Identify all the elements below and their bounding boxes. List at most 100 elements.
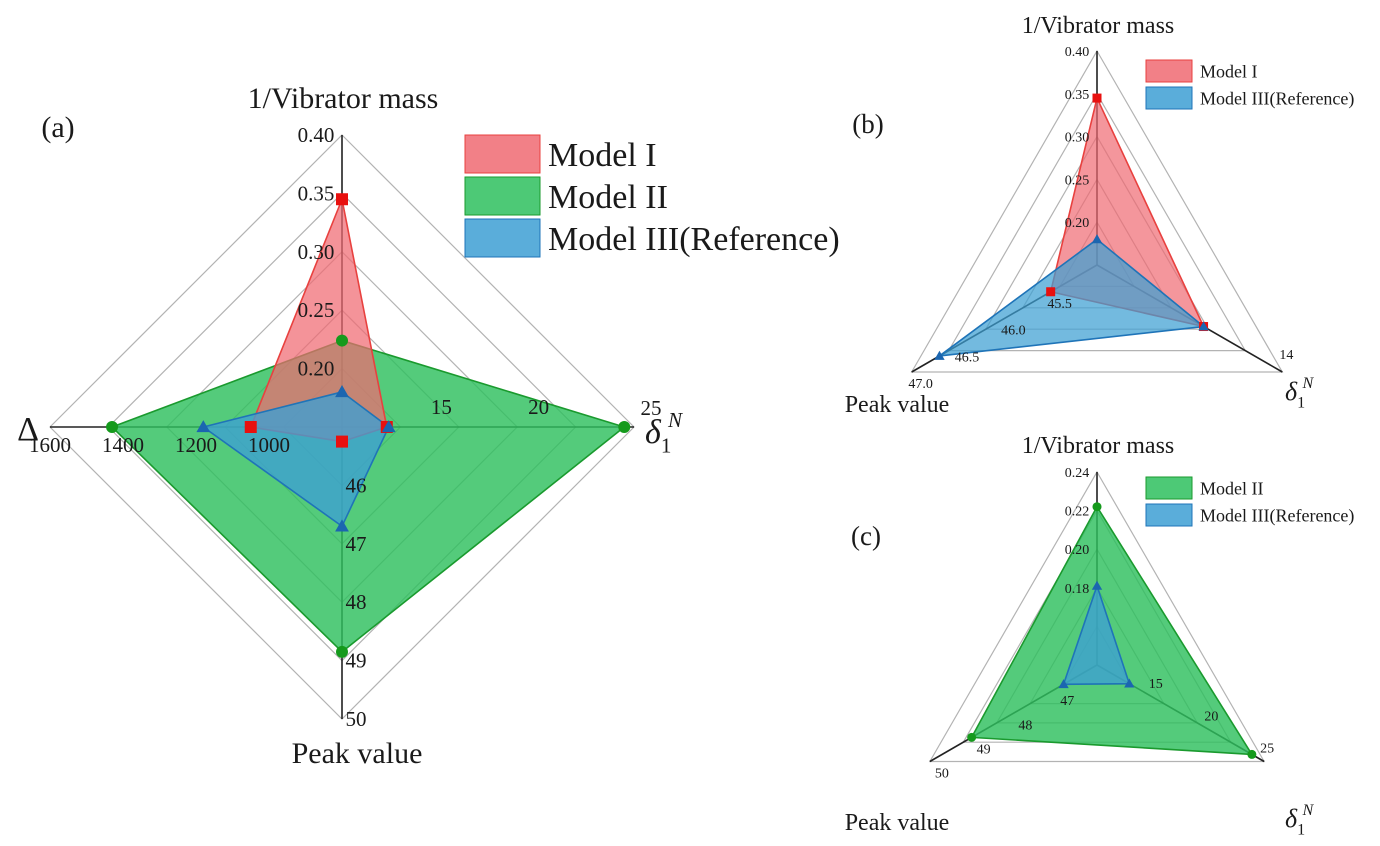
tick-label: 20 [1204,709,1218,724]
tick-label: 0.40 [1065,45,1090,60]
legend-swatch [1145,476,1193,500]
axis-label-delta1n: δ1 N [1285,375,1315,412]
tick-label: 0.40 [298,123,335,147]
tick-label: 0.30 [1065,131,1090,146]
axis-label-subscript: 1 [1297,821,1305,838]
tick-label: 0.20 [1065,543,1090,558]
panel-label: (a) [41,111,74,144]
tick-label: 25 [641,396,662,420]
data-point-model-iii-reference- [1124,678,1135,688]
tick-label: 49 [346,649,367,673]
tick-label: 1200 [175,433,217,457]
axis-label-subscript: 1 [1297,394,1305,411]
axis-label-peak: Peak value [845,810,950,836]
panel-label: (c) [851,521,881,551]
legend-swatch [464,134,541,174]
data-point-model-ii [618,421,631,433]
grid-ring [947,92,1247,352]
data-point-model-i [1046,287,1056,297]
legend-swatch [1145,86,1193,110]
tick-label: 0.18 [1065,582,1090,597]
data-point-model-iii-reference- [335,385,349,398]
legend-swatch [464,176,541,216]
grid-ring [928,470,1266,763]
tick-label: 49 [977,742,991,757]
data-point-model-ii [1247,749,1257,759]
tick-label: 0.30 [298,240,335,264]
tick-label: 1000 [248,433,290,457]
data-point-model-ii [106,421,119,433]
tick-label: 15 [431,395,452,419]
data-point-model-ii [336,645,348,658]
axis-label-inv_mass: 1/Vibrator mass [1022,433,1175,459]
data-point-model-iii-reference- [335,519,349,532]
legend-label: Model II [1200,478,1263,498]
axis-label-inv_mass: 1/Vibrator mass [1022,13,1175,39]
tick-label: 14 [1279,348,1293,363]
legend-swatch [464,218,541,258]
tick-label: 0.25 [1065,173,1090,188]
tick-label: 48 [1018,718,1032,733]
axis-label-superscript: N [1302,375,1315,392]
tick-label: 45.5 [1047,297,1072,312]
data-point-model-i [336,193,348,206]
series-area-model-iii-reference- [938,238,1205,357]
tick-label: 0.20 [1065,216,1090,231]
axis-label-inv_mass: 1/Vibrator mass [248,82,439,115]
data-point-model-ii [967,732,977,742]
grid-ring [910,49,1284,373]
data-point-model-i [244,421,257,433]
axis-label-delta1n: δ1 N [1285,802,1315,839]
data-point-model-iii-reference- [196,420,211,433]
legend-label: Model I [1200,61,1258,81]
axis-label-superscript: N [667,408,684,432]
axis-label-symbol: δ [645,414,662,451]
tick-label: 0.35 [1065,88,1090,103]
data-point-model-iii-reference- [1198,321,1209,331]
legend: Model I Model III(Reference) [1145,59,1354,110]
radar-panel-a: 0.20 0.25 0.30 0.35 0.40 15 20 25 46 47 48 49 50 1000… [17,82,840,770]
data-point-model-ii [1092,502,1102,512]
tick-label: 50 [935,767,949,782]
tick-label: 47.0 [908,377,933,392]
tick-label: 1600 [29,433,71,457]
data-point-model-iii-reference- [1058,679,1069,689]
tick-label: 46.5 [955,350,980,365]
tick-label: 46.0 [1001,324,1026,339]
data-point-model-i [336,435,348,448]
data-point-model-ii [336,334,348,347]
axis-label-superscript: N [1302,802,1315,819]
legend-swatch [1145,503,1193,527]
legend-label: Model III(Reference) [1200,505,1354,526]
axis-label-peak: Peak value [845,392,950,418]
tick-label: 47 [1060,694,1074,709]
legend: Model II Model III(Reference) [1145,476,1354,527]
axis-label-delta1n: δ1N [645,408,684,458]
radar-panel-b: 0.20 0.25 0.30 0.35 0.40 14 45.5 46.0 46.5 47.0 1/… [845,13,1355,418]
axis-label-subscript: 1 [661,434,672,458]
radar-panel-c: 0.18 0.20 0.22 0.24 15 20 25 47 48 49 50 1/Vibrator… [845,433,1355,838]
tick-label: 46 [346,473,367,497]
data-point-model-i [1092,93,1102,103]
tick-label: 1400 [102,433,144,457]
data-point-model-iii-reference- [381,420,396,433]
tick-label: 0.35 [298,181,335,205]
legend: Model I Model II Model III(Reference) [464,134,840,258]
axis-label-symbol: δ [1285,377,1298,406]
panel-label: (b) [852,109,883,139]
tick-label: 20 [528,395,549,419]
legend-label: Model I [548,137,657,174]
axis-label-Delta: Δ [17,411,39,448]
tick-label: 15 [1149,677,1163,692]
data-point-model-iii-reference- [1091,234,1103,244]
axis-label-peak: Peak value [292,737,423,770]
tick-label: 0.25 [298,298,335,322]
series-area-model-iii-reference- [1062,585,1131,686]
tick-label: 50 [346,707,367,731]
tick-label: 0.20 [298,357,335,381]
legend-label: Model II [548,179,668,216]
tick-label: 48 [346,590,367,614]
tick-label: 0.24 [1065,466,1090,481]
axis-label-symbol: δ [1285,804,1298,833]
legend-label: Model III(Reference) [1200,88,1354,109]
